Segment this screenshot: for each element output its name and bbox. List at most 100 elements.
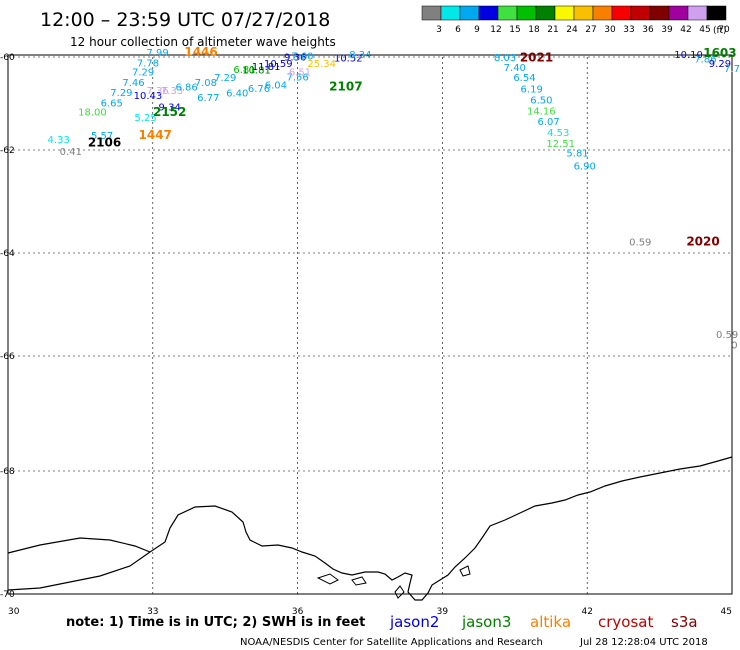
- map-subtitle: 12 hour collection of altimeter wave hei…: [70, 35, 336, 49]
- wave-height-value: 10.43: [134, 91, 163, 102]
- satellite-legend-jason2: jason2: [389, 613, 439, 631]
- scale-swatch: [687, 5, 708, 21]
- scale-label: 24: [566, 25, 578, 35]
- wave-height-value: 6.50: [530, 96, 552, 107]
- wave-height-value: 7.29: [214, 73, 236, 84]
- wave-height-value: 7.99: [146, 48, 168, 59]
- longitude-label: 30: [8, 607, 20, 617]
- wave-height-value: 6.40: [226, 89, 248, 100]
- wave-height-value: 4.53: [547, 128, 569, 139]
- wave-height-value: 8.03: [494, 53, 516, 64]
- scale-label: 33: [623, 25, 634, 35]
- scale-label: 9: [474, 25, 480, 35]
- footer-credit: NOAA/NESDIS Center for Satellite Applica…: [240, 637, 543, 648]
- coastline: [7, 456, 733, 601]
- wave-height-value: 10.59: [264, 59, 293, 70]
- scale-label: 45: [699, 25, 710, 35]
- wave-height-value: 7.86: [694, 55, 716, 66]
- scale-label: 21: [547, 25, 558, 35]
- scale-swatch: [592, 5, 613, 21]
- wave-height-value: 7.33: [161, 86, 183, 97]
- scale-label: 3: [436, 25, 442, 35]
- scale-swatch: [497, 5, 518, 21]
- scale-swatch: [668, 5, 689, 21]
- wave-height-value: 7.60: [291, 51, 313, 62]
- latitude-label: -68: [0, 467, 15, 477]
- wave-height-value: 6.76: [248, 84, 270, 95]
- satellite-legend: jason2 jason3 altika cryosat s3a: [389, 613, 698, 631]
- wave-height-value: 9.36: [284, 53, 306, 64]
- pass-time-label: 2152: [153, 105, 186, 119]
- scale-label: 6: [455, 25, 461, 35]
- wave-height-value: 10.10: [674, 50, 703, 61]
- wave-height-value: 5.81: [566, 149, 588, 160]
- scale-swatch: [516, 5, 537, 21]
- wave-height-value: 7.46: [122, 78, 144, 89]
- scale-label: 27: [585, 25, 596, 35]
- wave-height-value: 9.34: [159, 102, 181, 113]
- wave-height-value: 6.90: [574, 162, 596, 173]
- island-outline: [459, 565, 471, 577]
- scale-swatch: [478, 5, 499, 21]
- scale-unit: (ft): [713, 26, 727, 36]
- wave-height-value: 0.41: [60, 147, 82, 158]
- scale-label: 18: [528, 25, 540, 35]
- coastline-ice-shelf: [7, 551, 151, 591]
- longitude-label: 45: [721, 607, 732, 617]
- scale-label: 36: [642, 25, 654, 35]
- wave-height-value: 10.81: [242, 65, 271, 76]
- wave-height-labels: 7.997.787.297.467.296.6518.005.574.330.4…: [48, 48, 740, 351]
- scale-label: 15: [509, 25, 520, 35]
- scale-label: 70: [718, 25, 730, 35]
- wave-height-value: 18.00: [78, 108, 107, 119]
- island-outline: [394, 585, 405, 599]
- scale-swatch: [554, 5, 575, 21]
- longitude-label: 42: [581, 607, 592, 617]
- wave-height-value: 6.07: [537, 117, 559, 128]
- longitude-label: 33: [147, 607, 158, 617]
- pass-time-label: 2020: [686, 234, 719, 248]
- wave-height-value: 6.51: [289, 68, 311, 79]
- scale-label: 12: [490, 25, 501, 35]
- longitude-label: 39: [437, 607, 449, 617]
- wave-height-value: 0.59: [629, 237, 651, 248]
- wave-height-value: 12.51: [546, 139, 575, 150]
- longitude-label: 36: [292, 607, 304, 617]
- pass-time-label: 2106: [88, 135, 121, 149]
- scale-swatch: [440, 5, 461, 21]
- scale-swatch: [421, 5, 442, 21]
- wave-height-value: 0: [731, 340, 737, 351]
- scale-swatch: [535, 5, 556, 21]
- scale-label: 39: [661, 25, 673, 35]
- wave-height-value: 7.56: [286, 72, 308, 83]
- wave-height-value: 7.29: [110, 88, 132, 99]
- island-outline: [316, 573, 339, 585]
- wave-height-value: 14.16: [527, 107, 556, 118]
- wave-height-value: 10.52: [334, 54, 363, 65]
- map-grid: 30 33 36 39 42 45 -60 -62 -64 -66 -68 -70: [0, 53, 733, 617]
- wave-height-value: 8.34: [349, 50, 371, 61]
- pass-time-label: 2021: [520, 51, 553, 65]
- wave-height-value: 6.54: [513, 73, 535, 84]
- scale-swatch: [459, 5, 480, 21]
- wave-height-value: 5.25: [134, 113, 156, 124]
- wave-height-value: 6.65: [101, 98, 123, 109]
- wave-height-value: 6.19: [521, 84, 543, 95]
- latitude-label: -66: [0, 352, 15, 362]
- scale-swatch: [649, 5, 670, 21]
- wave-height-value: 6.77: [197, 93, 219, 104]
- scale-swatch: [611, 5, 632, 21]
- scale-swatch: [573, 5, 594, 21]
- footer-timestamp: Jul 28 12:28:04 UTC 2018: [579, 637, 708, 648]
- pass-time-labels: 1446 2152 1447 2106 2107 2021 2020 1603: [88, 45, 737, 248]
- latitude-label: -60: [0, 53, 15, 63]
- latitude-label: -64: [0, 249, 15, 259]
- satellite-legend-altika: altika: [530, 613, 571, 631]
- wave-height-value: 6.86: [175, 82, 197, 93]
- pass-time-label: 1447: [139, 128, 172, 142]
- units-note: note: 1) Time is in UTC; 2) SWH is in fe…: [66, 615, 365, 630]
- pass-time-label: 1603: [703, 46, 736, 60]
- satellite-legend-jason3: jason3: [461, 613, 511, 631]
- wave-height-value: 9.29: [709, 59, 731, 70]
